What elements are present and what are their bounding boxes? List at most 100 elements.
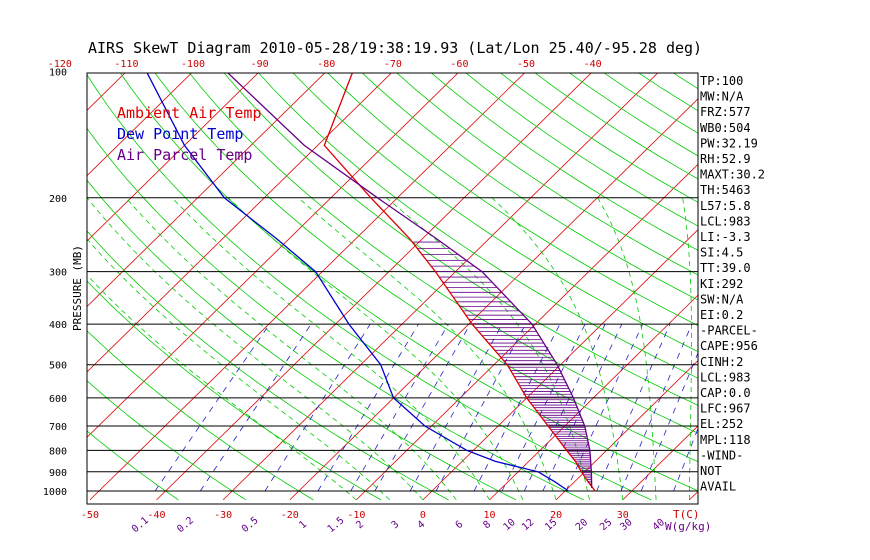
mixing-ratio-line [199,323,312,492]
dry-adiabat-line [87,230,449,501]
index-label: LCL:983 [700,214,751,228]
mixing-ratio-tick-label: 0.5 [240,515,261,535]
moist-adiabat-line [87,274,357,501]
pressure-tick-label: 100 [49,68,67,79]
top-temp-tick-label: -70 [384,59,402,70]
index-label: LCL:983 [700,370,751,384]
isotherm-grid [0,72,698,501]
mixing-ratio-tick-label: 20 [574,517,590,533]
moist-adiabat-line [386,197,590,500]
mixing-ratio-line [473,323,561,492]
bottom-temp-tick-label: -50 [81,510,99,521]
pressure-tick-label: 700 [49,422,67,433]
index-label: FRZ:577 [700,105,751,119]
air-parcel-temp-line [227,73,593,488]
mixing-ratio-tick-label: 6 [454,519,466,531]
index-label: -WIND- [700,448,743,462]
dry-adiabat-line [87,380,247,501]
index-label: AVAIL [700,480,736,494]
isotherm-line [87,73,259,242]
mixing-ratio-line [374,323,471,492]
isotherm-line [87,73,126,111]
moist-adiabat-line [682,197,692,500]
dry-adiabat-line [87,74,652,501]
pressure-tick-labels: 100 200 300 400 500 600 700 800 900 1000 [43,68,67,499]
mixing-ratio-tick-label: 0.2 [175,515,196,535]
legend-entry: Air Parcel Temp [117,146,252,164]
top-temp-tick-labels: -120 -110 -100 -90 -80 -70 -60 -50 -40 [48,59,602,70]
dry-adiabat-line [327,73,698,327]
top-temp-tick-label: -50 [517,59,535,70]
pressure-tick-label: 1000 [43,487,67,498]
bottom-temp-tick-label: -30 [214,510,232,521]
bottom-temp-tick-label: -40 [148,510,166,521]
chart-title: AIRS SkewT Diagram 2010-05-28/19:38:19.9… [88,39,702,57]
index-label: WB0:504 [700,121,751,135]
top-temp-tick-label: -100 [181,59,205,70]
mixing-ratio-line [264,323,371,492]
isotherm-line [222,73,659,501]
index-label: SI:4.5 [700,246,743,260]
isotherm-line [87,73,459,438]
mixing-ratio-tick-label: 8 [482,519,494,531]
index-label: CAP:0.0 [700,386,751,400]
isotherm-line [622,425,698,501]
isotherm-line [0,72,60,500]
mixing-ratio-grid [154,323,698,492]
pressure-tick-label: 900 [49,468,67,479]
top-temp-tick-label: -120 [48,59,72,70]
dry-adiabat-line [87,330,314,501]
isotherm-line [89,73,526,501]
mixing-ratio-line [435,323,527,492]
isotherm-line [555,359,698,501]
index-label: -PARCEL- [700,324,758,338]
pressure-tick-label: 300 [49,268,67,279]
moist-adiabat-line [228,197,524,501]
dry-adiabat-line [87,430,179,501]
mixing-ratio-unit: W(g/kg) [665,520,711,533]
pressure-tick-label: 800 [49,446,67,457]
mixing-ratio-tick-label: 4 [416,519,428,531]
isotherm-line [87,73,392,373]
moist-adiabat-line [171,197,490,501]
mixing-ratio-tick-label: 2 [354,519,366,531]
isotherm-line [87,73,326,308]
mixing-ratio-tick-label: 12 [520,517,536,533]
y-axis-label: PRESSURE (MB) [71,245,84,331]
dry-adiabat-line [87,127,584,501]
isobar-lines [87,197,698,492]
mixing-ratio-labels: 0.1 0.2 0.5 1 1.5 2 3 4 6 8 10 12 15 20 25 30 40 [130,515,667,535]
bottom-temp-tick-label: 10 [484,510,496,521]
top-temp-tick-label: -90 [251,59,269,70]
top-temp-tick-label: -80 [317,59,335,70]
mixing-ratio-line [350,323,449,492]
index-label: EL:252 [700,417,743,431]
dew-point-temp-line [146,73,569,492]
index-label: RH:52.9 [700,152,751,166]
legend-entry: Dew Point Temp [117,125,243,143]
moist-adiabat-line [597,197,657,500]
mixing-ratio-tick-label: 3 [390,519,402,531]
isotherm-line [289,98,698,501]
mixing-ratio-line [673,427,698,492]
dry-adiabat-line [119,73,698,492]
mixing-ratio-line [317,323,419,492]
bottom-temp-tick-label: -20 [281,510,299,521]
cape-hatch-area [412,241,592,487]
bottom-temp-tick-labels: -50 -40 -30 -20 -10 0 10 20 30 [81,510,629,521]
dry-adiabat-line [430,73,698,251]
dry-adiabat-line [189,73,698,434]
index-label: TT:39.0 [700,261,751,275]
index-label: L57:5.8 [700,199,751,213]
bottom-temp-tick-label: 30 [617,510,629,521]
x-axis-unit: T(C) [673,508,700,521]
sounding-series [146,73,596,492]
moist-adiabat-line [125,197,457,501]
dry-adiabat-line [258,73,698,379]
index-label: KI:292 [700,277,743,291]
bottom-temp-tick-label: 0 [420,510,426,521]
index-label: CAPE:956 [700,339,758,353]
dry-adiabat-line [396,73,698,276]
